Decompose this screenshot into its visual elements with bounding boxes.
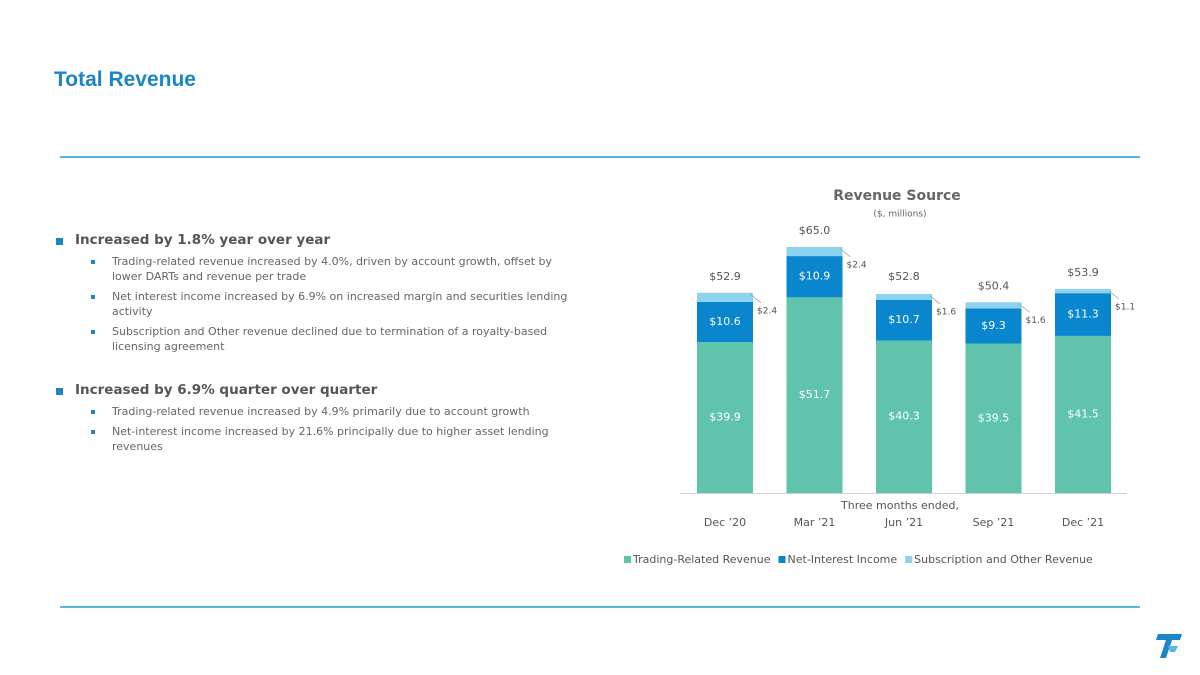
bullet-list: Increased by 1.8% year over year Trading-… <box>55 232 585 482</box>
leader-line <box>929 295 941 305</box>
leader-line <box>1019 303 1030 313</box>
bullet-group: Increased by 6.9% quarter over quarter Tr… <box>55 382 585 454</box>
bullet-group: Increased by 1.8% year over year Trading-… <box>55 232 585 354</box>
x-tick-label: Dec ’21 <box>1062 516 1104 529</box>
chart-subtitle: ($, millions) <box>873 210 926 220</box>
bar-segment <box>965 302 1022 309</box>
total-label: $52.9 <box>709 270 741 283</box>
value-label: $51.7 <box>799 388 831 401</box>
total-label: $65.0 <box>799 224 831 237</box>
value-label: $39.9 <box>709 410 741 423</box>
value-label: $41.5 <box>1067 407 1099 420</box>
x-tick-label: Mar ’21 <box>794 516 836 529</box>
legend-swatch <box>624 556 631 563</box>
value-label: $39.5 <box>978 411 1010 424</box>
value-label: $1.6 <box>1026 316 1046 326</box>
sub-bullet: Net-interest income increased by 21.6% p… <box>91 424 572 454</box>
legend-label: Net-Interest Income <box>788 553 898 566</box>
value-label: $11.3 <box>1067 308 1099 321</box>
legend-label: Subscription and Other Revenue <box>914 553 1093 566</box>
bullet: Increased by 1.8% year over year <box>55 232 585 248</box>
sub-bullet: Trading-related revenue increased by 4.9… <box>91 404 572 419</box>
x-tick-label: Sep ’21 <box>973 516 1015 529</box>
legend-swatch <box>778 556 786 563</box>
total-label: $53.9 <box>1067 266 1099 279</box>
bar-segment <box>1055 293 1111 336</box>
value-label: $2.4 <box>847 261 867 271</box>
value-label: $2.4 <box>757 306 777 316</box>
bar-segment <box>876 293 932 300</box>
x-tick-label: Jun ’21 <box>884 516 923 529</box>
leader-line <box>840 248 851 258</box>
value-label: $1.1 <box>1115 303 1135 313</box>
sub-bullet: Net interest income increased by 6.9% on… <box>91 289 572 319</box>
bar-segment <box>697 292 753 302</box>
value-label: $10.6 <box>709 315 741 328</box>
bar-segment <box>876 299 932 341</box>
leader-line <box>1108 290 1120 300</box>
x-axis-label: Three months ended, <box>840 499 959 512</box>
sub-bullet: Trading-related revenue increased by 4.0… <box>91 254 572 284</box>
divider <box>60 156 1140 158</box>
slide-title: Total Revenue <box>54 68 196 91</box>
x-tick-label: Dec ’20 <box>704 516 746 529</box>
total-label: $50.4 <box>978 279 1010 292</box>
bar-segment <box>697 341 753 493</box>
value-label: $1.6 <box>936 307 956 317</box>
bar-segment <box>1055 289 1111 294</box>
sub-bullet: Subscription and Other revenue declined … <box>91 324 572 354</box>
logo <box>1156 634 1182 658</box>
bar-segment <box>786 247 843 257</box>
bar-segment <box>876 340 932 493</box>
value-label: $9.3 <box>981 319 1006 332</box>
value-label: $40.3 <box>888 410 920 423</box>
legend-swatch <box>905 556 913 563</box>
value-label: $10.9 <box>799 270 831 283</box>
legend-label: Trading-Related Revenue <box>632 553 771 566</box>
bar-segment <box>965 343 1022 493</box>
bar-segment <box>965 308 1022 344</box>
bar-segment <box>786 297 843 493</box>
leader-line <box>750 294 762 304</box>
bar-segment <box>697 301 753 342</box>
value-label: $10.7 <box>888 313 920 326</box>
bar-segment <box>786 256 843 298</box>
total-label: $52.8 <box>888 270 920 283</box>
divider <box>60 606 1140 608</box>
bullet: Increased by 6.9% quarter over quarter <box>55 382 585 398</box>
chart-title: Revenue Source <box>833 188 961 204</box>
bar-segment <box>1055 335 1111 493</box>
